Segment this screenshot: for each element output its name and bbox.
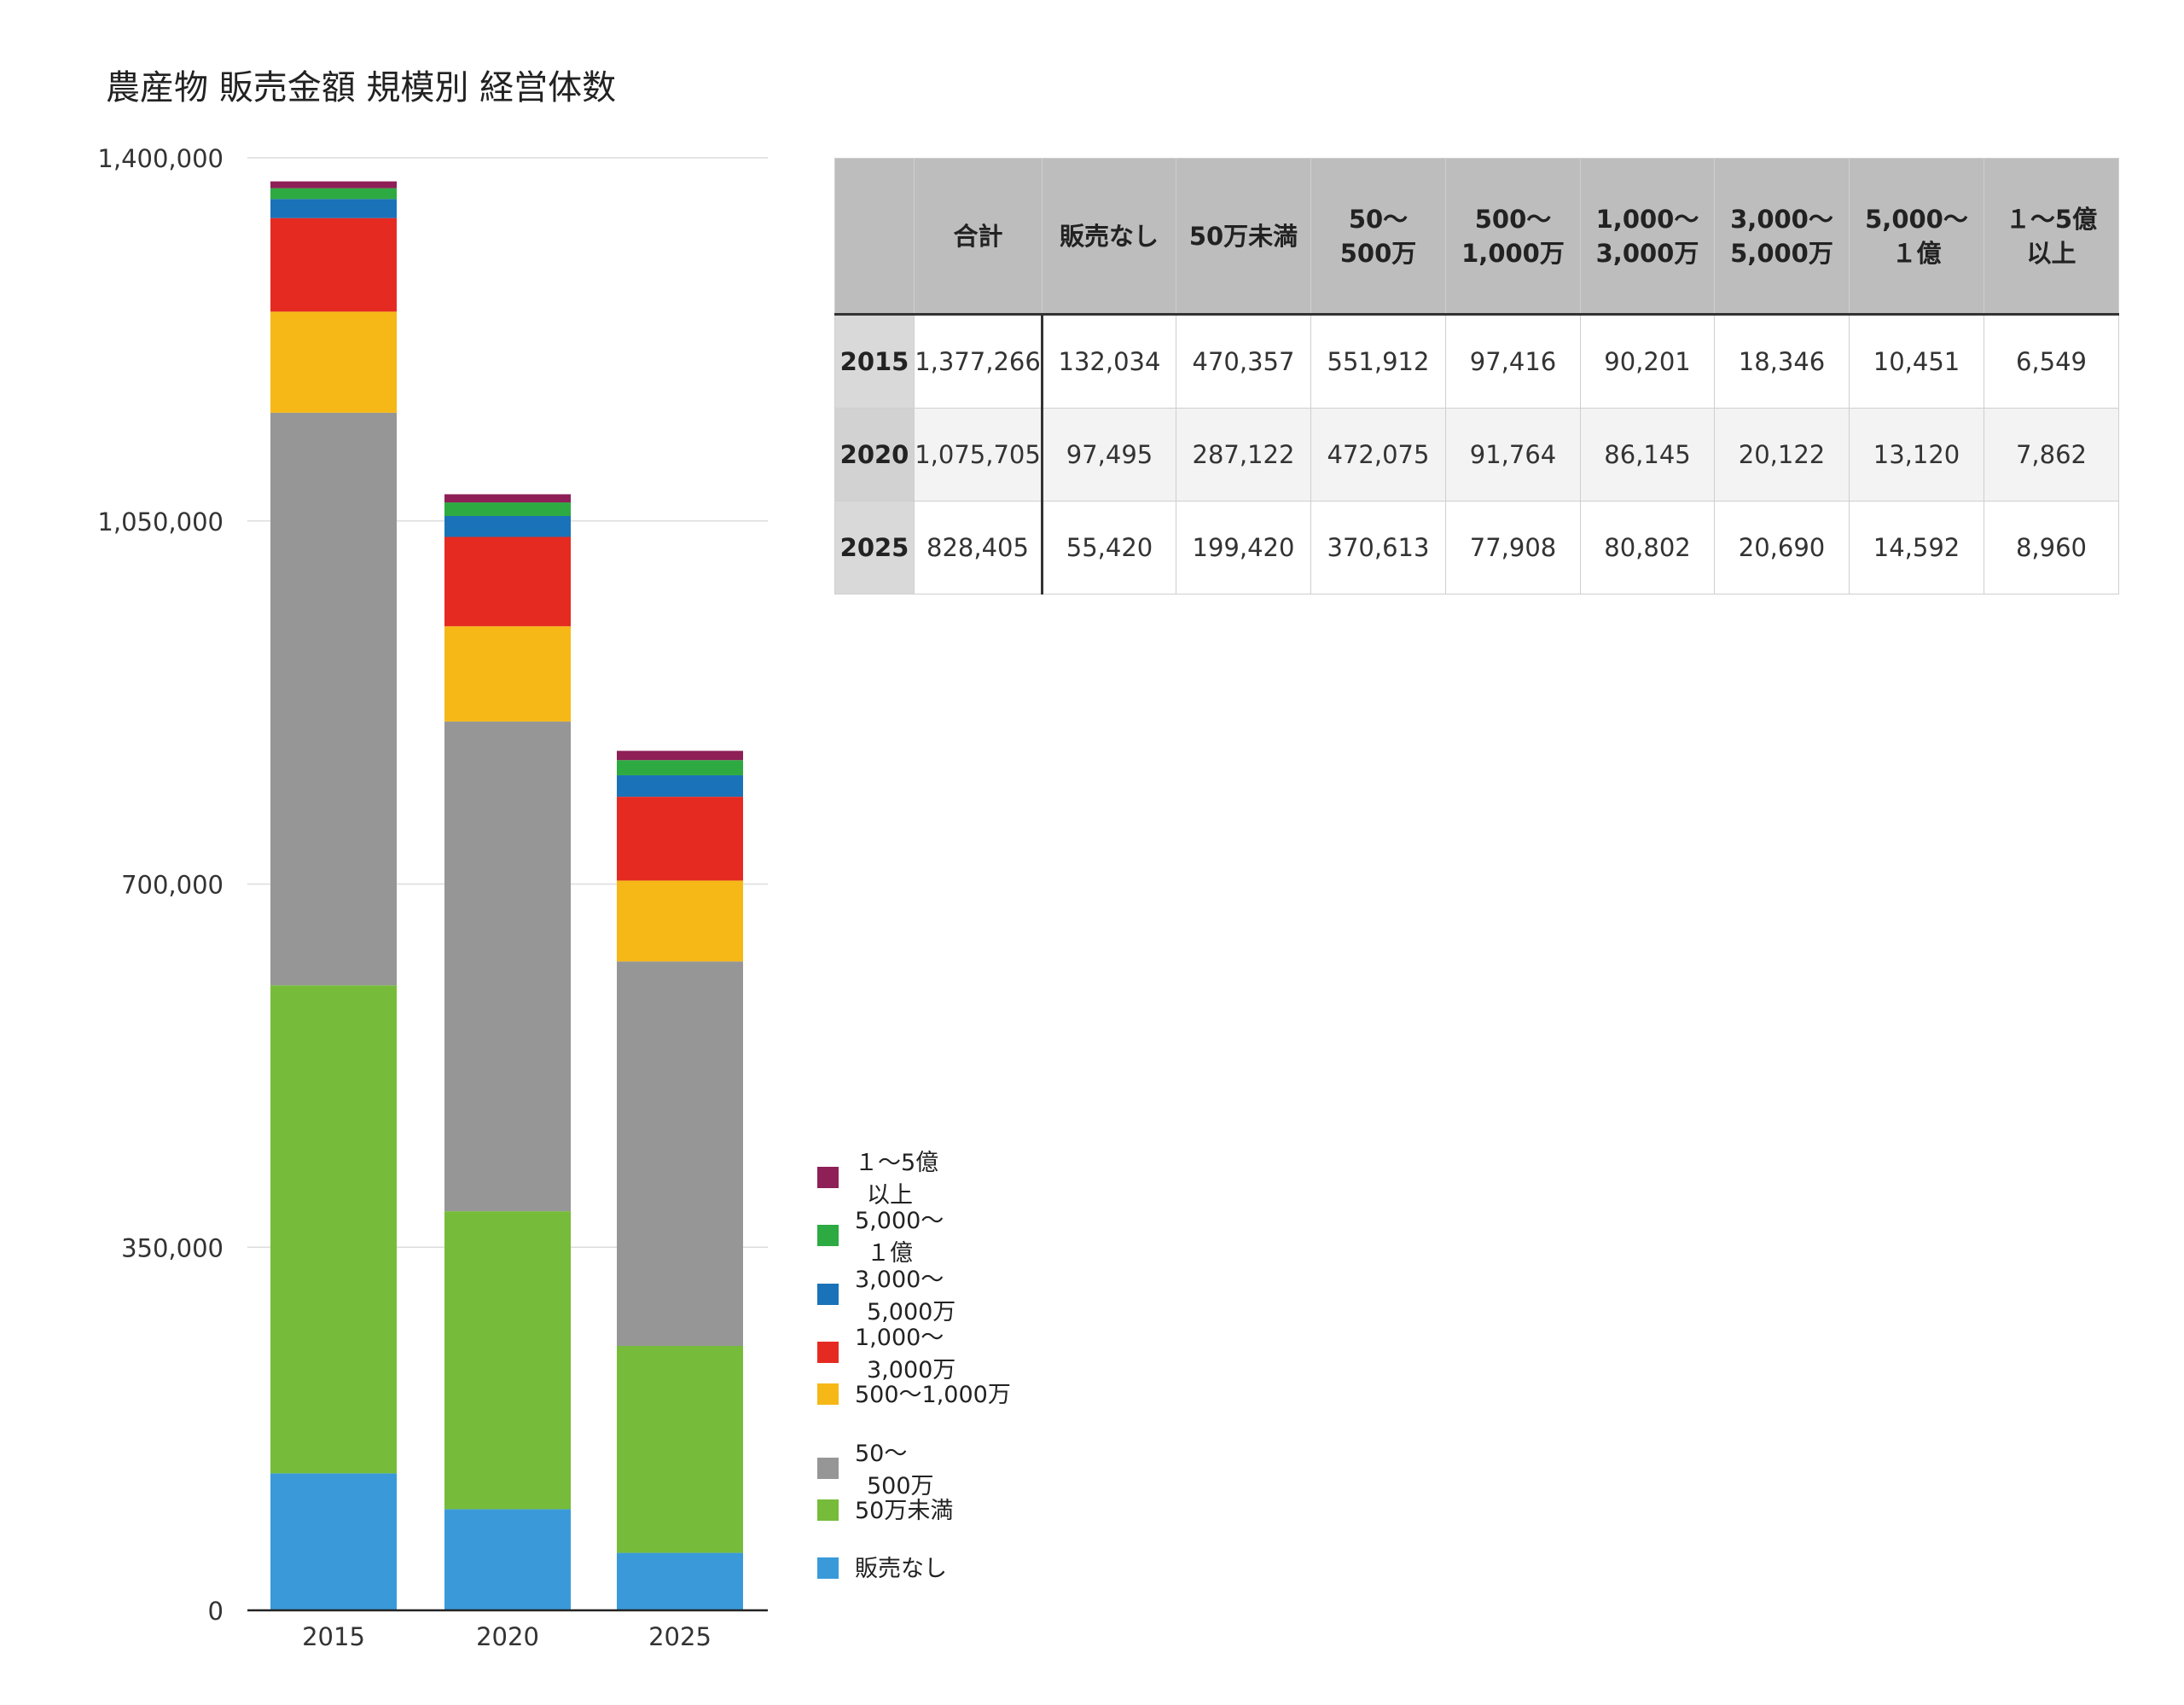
table-cell: 472,075 (1310, 408, 1446, 502)
legend-label: 3,000〜 5,000万 (855, 1267, 956, 1325)
bar-segment (444, 516, 571, 537)
bar-segment (617, 1346, 743, 1553)
table-cell: 551,912 (1310, 314, 1446, 409)
bar-segment (270, 217, 397, 312)
y-tick-label: 1,400,000 (97, 144, 224, 173)
row-year: 2025 (834, 501, 915, 594)
legend-swatch (817, 1557, 839, 1579)
table-cell: 6,549 (1984, 314, 2119, 409)
legend-label: 販売なし (855, 1556, 947, 1582)
bar-segment (270, 181, 397, 188)
table-cell: 7,862 (1984, 408, 2119, 502)
bar-segment (444, 721, 571, 1212)
table-cell: 90,201 (1580, 314, 1715, 409)
bar-segment (270, 188, 397, 200)
table-cell: 370,613 (1310, 501, 1446, 594)
table-cell: 1,377,266 (914, 314, 1043, 409)
y-axis-ticks: 1,400,000 1,050,000 700,000 350,000 0 (97, 144, 224, 1626)
table-cell: 97,495 (1042, 408, 1176, 502)
table-cell: 80,802 (1580, 501, 1715, 594)
table-header-cell: 500〜 1,000万 (1445, 158, 1581, 316)
legend-label: 500〜1,000万 (855, 1382, 1011, 1408)
table-cell: 97,416 (1445, 314, 1581, 409)
legend-swatch (817, 1458, 839, 1479)
x-tick-label: 2020 (476, 1622, 539, 1651)
bar-segment (444, 502, 571, 517)
table-cell: 77,908 (1445, 501, 1581, 594)
chart-title: 農産物 販売金額 規模別 経営体数 (106, 68, 617, 107)
legend-swatch (817, 1342, 839, 1363)
bar-segment (270, 1473, 397, 1610)
table-cell: 132,034 (1042, 314, 1176, 409)
table-cell: 20,690 (1714, 501, 1850, 594)
table-cell: 287,122 (1176, 408, 1311, 502)
y-tick-label: 350,000 (121, 1233, 224, 1262)
y-tick-label: 0 (208, 1597, 224, 1626)
table-header-cell: 50〜 500万 (1310, 158, 1446, 316)
table-cell: 199,420 (1176, 501, 1311, 594)
legend-label: 50〜 500万 (855, 1441, 934, 1499)
bar-segment (617, 1552, 743, 1610)
y-tick-label: 700,000 (121, 871, 224, 900)
row-year: 2015 (834, 314, 915, 409)
table-header-cell: 5,000〜 １億 (1849, 158, 1984, 316)
bar-segment (270, 985, 397, 1474)
data-table: 合計 販売なし 50万未満 50〜 500万 500〜 1,000万 1,000〜 3,0… (834, 158, 2119, 594)
table-cell: 91,764 (1445, 408, 1581, 502)
table-row: 2025 828,405 55,420 199,420 370,613 77,908 80,… (834, 501, 2119, 594)
y-tick-label: 1,050,000 (97, 507, 224, 536)
bar-segment (617, 797, 743, 881)
bar-segment (617, 961, 743, 1347)
legend-label: 5,000〜１億 (855, 1208, 944, 1267)
bar-segment (617, 751, 743, 761)
bar-segment (617, 760, 743, 775)
legend-swatch (817, 1383, 839, 1405)
table-cell: 10,451 (1849, 314, 1984, 409)
bar-segment (444, 626, 571, 722)
table-header-cell: １〜5億 以上 (1984, 158, 2119, 316)
table-row: 2015 1,377,266 132,034 470,357 551,912 97,416… (834, 314, 2119, 409)
x-tick-label: 2015 (302, 1622, 365, 1651)
table-header-cell: 販売なし (1042, 158, 1176, 316)
table-cell: 828,405 (914, 501, 1043, 594)
table-cell: 86,145 (1580, 408, 1715, 502)
table-header-cell (834, 158, 915, 316)
table-cell: 14,592 (1849, 501, 1984, 594)
bar-segment (270, 412, 397, 986)
table-cell: 470,357 (1176, 314, 1311, 409)
table-cell: 1,075,705 (914, 408, 1043, 502)
table-cell: 13,120 (1849, 408, 1984, 502)
table-header-cell: 合計 (914, 158, 1043, 316)
x-axis-ticks: 2015 2020 2025 (302, 1622, 712, 1651)
bar-segment (617, 880, 743, 962)
table-row: 2020 1,075,705 97,495 287,122 472,075 91,764 8… (834, 408, 2119, 502)
table-cell: 18,346 (1714, 314, 1850, 409)
bar-segment (617, 774, 743, 797)
bars (270, 181, 743, 1610)
legend-label: １〜5億以上 (855, 1150, 938, 1209)
table-cell: 20,122 (1714, 408, 1850, 502)
legend-swatch (817, 1284, 839, 1305)
legend-swatch (817, 1499, 839, 1521)
table-cell: 55,420 (1042, 501, 1176, 594)
bar-segment (444, 536, 571, 627)
bar-segment (270, 199, 397, 218)
legend-label: 50万未満 (855, 1498, 953, 1524)
table-header-cell: 50万未満 (1176, 158, 1311, 316)
bar-segment (444, 1509, 571, 1610)
table-header-cell: 3,000〜 5,000万 (1714, 158, 1850, 316)
bar-segment (444, 1211, 571, 1510)
x-tick-label: 2025 (648, 1622, 712, 1651)
legend-swatch (817, 1225, 839, 1246)
legend-label: 1,000〜 3,000万 (855, 1325, 956, 1383)
legend-swatch (817, 1167, 839, 1188)
bar-segment (444, 494, 571, 503)
bar-segment (270, 311, 397, 413)
table-header-cell: 1,000〜 3,000万 (1580, 158, 1715, 316)
row-year: 2020 (834, 408, 915, 502)
table-cell: 8,960 (1984, 501, 2119, 594)
table-header-row: 合計 販売なし 50万未満 50〜 500万 500〜 1,000万 1,000〜 3,0… (834, 158, 2119, 316)
